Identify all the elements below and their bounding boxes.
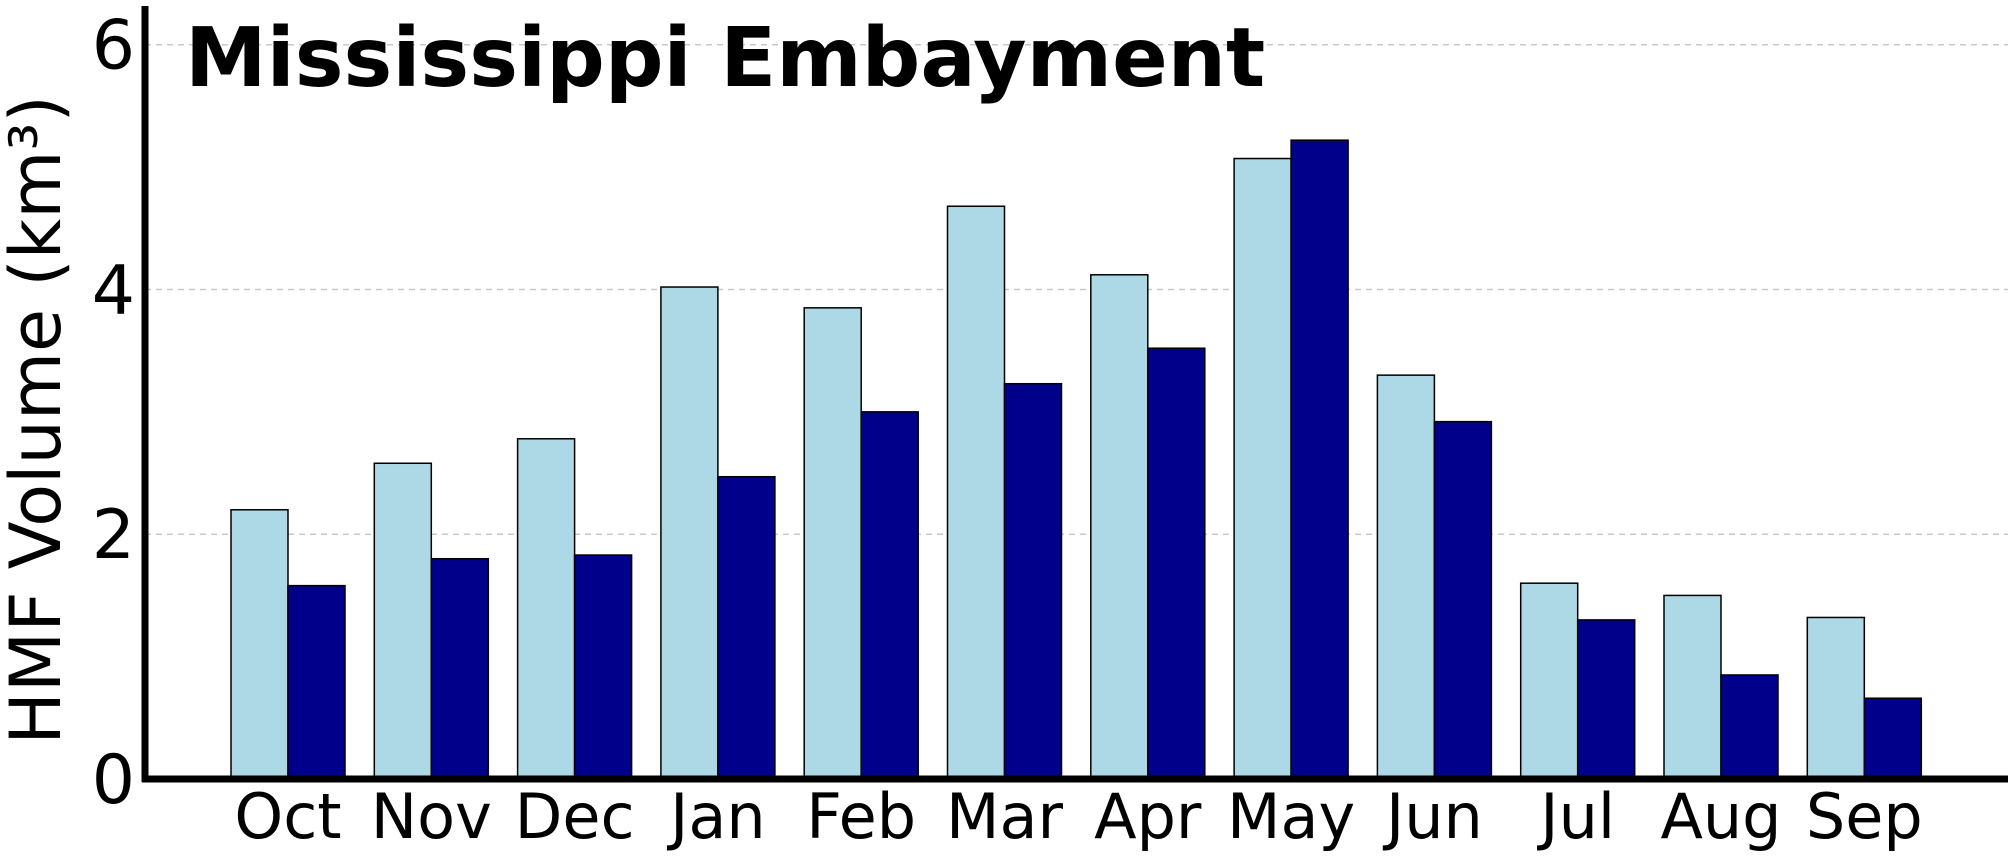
y-axis-label: HMF Volume (km³)	[0, 95, 77, 745]
x-tick-label-mar: Mar	[946, 780, 1063, 853]
bar-feb-series-2	[860, 411, 919, 780]
bars	[230, 139, 1923, 780]
y-tick-label: 4	[92, 251, 135, 330]
x-tick-label-aug: Aug	[1660, 780, 1781, 853]
y-tick-label: 6	[92, 7, 135, 86]
bar-aug-series-1	[1663, 594, 1722, 780]
y-tick-labels: 0 2 4 6	[92, 7, 135, 820]
bar-dec-series-1	[516, 438, 576, 780]
bar-jul-series-2	[1576, 619, 1636, 780]
bar-aug-series-2	[1720, 674, 1779, 780]
bar-sep-series-2	[1863, 697, 1923, 780]
x-tick-label-sep: Sep	[1806, 780, 1923, 853]
x-tick-label-jul: Jul	[1536, 780, 1615, 853]
bar-mar-series-1	[946, 205, 1006, 780]
bar-mar-series-2	[1003, 382, 1063, 780]
bar-apr-series-1	[1090, 274, 1149, 780]
bar-nov-series-1	[373, 462, 433, 780]
x-tick-label-jun: Jun	[1382, 780, 1483, 853]
axes	[141, 6, 2008, 783]
bar-jan-series-2	[717, 475, 776, 780]
x-tick-label-oct: Oct	[234, 780, 341, 853]
grid-lines	[145, 43, 2008, 535]
bar-feb-series-1	[803, 307, 862, 780]
bar-may-series-2	[1290, 139, 1349, 780]
x-tick-label-jan: Jan	[666, 780, 766, 853]
bar-nov-series-2	[430, 557, 490, 780]
chart-title: Mississippi Embayment	[185, 11, 1265, 106]
bar-oct-series-1	[230, 509, 289, 780]
bar-sep-series-1	[1806, 616, 1866, 780]
y-tick-label: 2	[92, 496, 135, 575]
bar-dec-series-2	[573, 554, 633, 780]
x-tick-label-nov: Nov	[371, 780, 492, 853]
x-tick-label-feb: Feb	[806, 780, 916, 853]
x-tick-labels: Oct Nov Dec Jan Feb Mar Apr May Jun Jul Aug Sep	[234, 780, 1922, 853]
bar-oct-series-2	[287, 584, 346, 780]
y-tick-label: 0	[92, 741, 135, 820]
bar-jan-series-1	[660, 286, 719, 780]
bar-jul-series-1	[1519, 582, 1579, 780]
bar-apr-series-2	[1147, 347, 1206, 780]
bar-jun-series-2	[1433, 420, 1493, 780]
bar-jun-series-1	[1376, 374, 1436, 780]
bar-may-series-1	[1233, 157, 1292, 780]
x-tick-label-may: May	[1227, 780, 1355, 853]
x-tick-label-apr: Apr	[1094, 780, 1202, 853]
x-tick-label-dec: Dec	[515, 780, 635, 853]
